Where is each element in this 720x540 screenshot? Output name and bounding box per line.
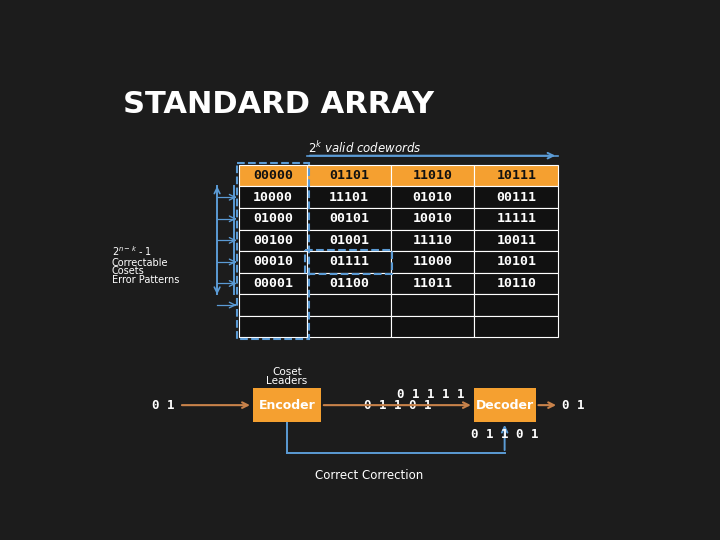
Text: Leaders: Leaders [266,376,307,386]
Text: 10110: 10110 [496,277,536,290]
Bar [307,230,391,251]
Text: 01000: 01000 [253,212,293,225]
Text: 11111: 11111 [496,212,536,225]
Bar [239,186,307,208]
Text: 0 1: 0 1 [562,399,584,411]
Text: $2^k$ valid codewords: $2^k$ valid codewords [308,140,422,156]
Bar [253,388,321,422]
Text: 0 1 1 1 1: 0 1 1 1 1 [397,388,464,401]
Text: 01001: 01001 [329,234,369,247]
Bar [238,164,309,339]
Text: 01010: 01010 [413,191,453,204]
Bar [474,186,558,208]
Text: 11000: 11000 [413,255,453,268]
Bar [239,316,307,338]
Text: 11110: 11110 [413,234,453,247]
Bar [239,273,307,294]
Text: 01100: 01100 [329,277,369,290]
Bar [307,273,391,294]
Text: 11010: 11010 [413,169,453,182]
Bar [239,208,307,230]
Text: 00101: 00101 [329,212,369,225]
Text: Decoder: Decoder [476,399,534,411]
Text: 01111: 01111 [329,255,369,268]
Bar [391,294,474,316]
Text: Cosets: Cosets [112,266,145,276]
Bar [474,208,558,230]
Bar [474,294,558,316]
Text: 00111: 00111 [496,191,536,204]
Bar [391,230,474,251]
Bar [474,388,536,422]
Bar [307,251,391,273]
Bar [307,208,391,230]
Text: 10010: 10010 [413,212,453,225]
Bar [474,251,558,273]
Text: 00010: 00010 [253,255,293,268]
Bar [391,208,474,230]
Text: 00100: 00100 [253,234,293,247]
Text: 0 1 1 0 1: 0 1 1 0 1 [471,428,539,441]
Text: 00001: 00001 [253,277,293,290]
Bar [307,316,391,338]
Text: $2^{n-k}$ - 1: $2^{n-k}$ - 1 [112,244,152,258]
Bar [474,230,558,251]
Bar [305,249,392,274]
Text: Correct Correction: Correct Correction [315,469,423,482]
Bar [239,294,307,316]
Bar [474,273,558,294]
Bar [307,186,391,208]
Bar [391,273,474,294]
Bar [474,165,558,186]
Bar [239,251,307,273]
Bar [239,230,307,251]
Text: STANDARD ARRAY: STANDARD ARRAY [122,90,433,119]
Bar [307,294,391,316]
Text: 10111: 10111 [496,169,536,182]
Bar [391,251,474,273]
Text: Coset: Coset [272,367,302,377]
Text: 10000: 10000 [253,191,293,204]
Text: 01101: 01101 [329,169,369,182]
Text: 10101: 10101 [496,255,536,268]
Text: 0 1 1 0 1: 0 1 1 0 1 [364,399,431,411]
Text: Encoder: Encoder [258,399,315,411]
Text: Error Patterns: Error Patterns [112,275,179,285]
Text: 00000: 00000 [253,169,293,182]
Bar [307,165,391,186]
Bar [391,165,474,186]
Bar [391,316,474,338]
Text: 11101: 11101 [329,191,369,204]
Bar [391,186,474,208]
Text: 10011: 10011 [496,234,536,247]
Bar [239,165,307,186]
Text: 11011: 11011 [413,277,453,290]
Text: 0 1: 0 1 [153,399,175,411]
Bar [474,316,558,338]
Text: Correctable: Correctable [112,258,168,268]
